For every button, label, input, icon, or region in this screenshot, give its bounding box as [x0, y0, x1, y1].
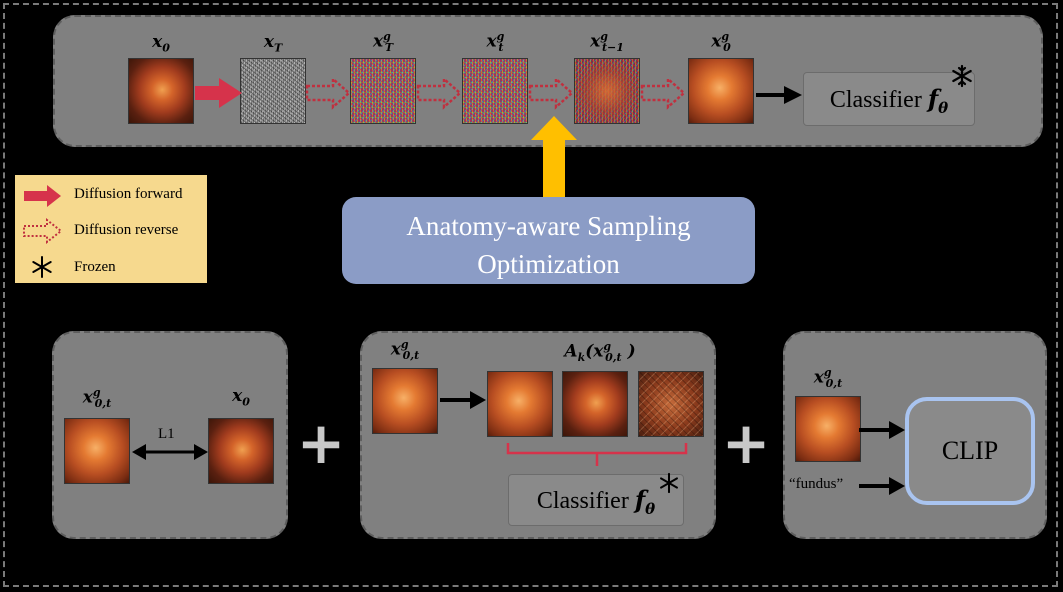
- label-x0: x0: [152, 32, 170, 55]
- generated-fundus-image-l1: [64, 418, 130, 484]
- label-xT: xT: [263, 32, 283, 55]
- optimization-line2: Optimization: [477, 249, 620, 279]
- augmented-image-2: [562, 371, 628, 437]
- label-xg0t-aug: xg0,t: [390, 338, 420, 363]
- optimization-line1: Anatomy-aware Sampling: [406, 211, 691, 241]
- label-xg0t-clip: xg0,t: [813, 366, 843, 391]
- text-prompt-fundus: “fundus”: [789, 476, 844, 492]
- label-xgT: xgT: [372, 30, 394, 55]
- bracket-icon: [506, 443, 688, 466]
- generated-fundus-image-xg0: [688, 58, 754, 124]
- label-xg0t-l1: xg0,t: [82, 386, 112, 411]
- guided-noise-image-xgT: [350, 58, 416, 124]
- solid-red-arrow-icon: [24, 185, 61, 207]
- snowflake-icon: [32, 256, 52, 278]
- classifier-box-top: Classifier fθ: [803, 72, 975, 126]
- snowflake-icon: [952, 64, 972, 88]
- reverse-arrow-icon: [305, 76, 686, 110]
- double-arrow-icon: [132, 444, 208, 460]
- legend-icons: [23, 185, 63, 278]
- guided-noise-image-xgt-1: [574, 58, 640, 124]
- anatomy-aware-sampling-optimization-box: Anatomy-aware Sampling Optimization: [342, 197, 755, 284]
- snowflake-icon: [660, 472, 678, 494]
- clip-model-box: CLIP: [905, 397, 1035, 505]
- augment-arrow-icon: [440, 391, 486, 409]
- clip-arrows: [859, 421, 905, 495]
- generated-fundus-image-clip: [795, 396, 861, 462]
- label-xg0: xg0: [711, 30, 731, 55]
- dotted-red-arrow-icon: [23, 217, 63, 245]
- label-augmentation: Ak(xg0,t ): [564, 340, 636, 365]
- label-x0-l1: x0: [232, 386, 250, 409]
- augmented-image-3: [638, 371, 704, 437]
- fundus-image-x0: [128, 58, 194, 124]
- guidance-arrow-icon: [531, 116, 577, 198]
- top-arrows: [195, 76, 802, 198]
- label-xgt-1: xgt−1: [590, 30, 624, 55]
- legend-label-reverse: Diffusion reverse: [74, 222, 179, 238]
- plus-symbol-2: +: [721, 409, 771, 477]
- classifier-box-bottom: Classifier fθ: [508, 474, 684, 526]
- outer-dashed-frame: [3, 3, 1058, 587]
- generated-fundus-image-aug-input: [372, 368, 438, 434]
- legend-label-frozen: Frozen: [74, 259, 116, 275]
- plus-symbol-1: +: [296, 409, 346, 477]
- guided-noise-image-xgt: [462, 58, 528, 124]
- forward-arrow-icon: [195, 78, 242, 108]
- label-xgt: xgt: [486, 30, 505, 55]
- l1-label: L1: [158, 426, 175, 442]
- original-fundus-image-l1: [208, 418, 274, 484]
- classifier-arrow-icon: [756, 86, 802, 104]
- legend-label-forward: Diffusion forward: [74, 186, 183, 202]
- gaussian-noise-image-xT: [240, 58, 306, 124]
- augmented-image-1: [487, 371, 553, 437]
